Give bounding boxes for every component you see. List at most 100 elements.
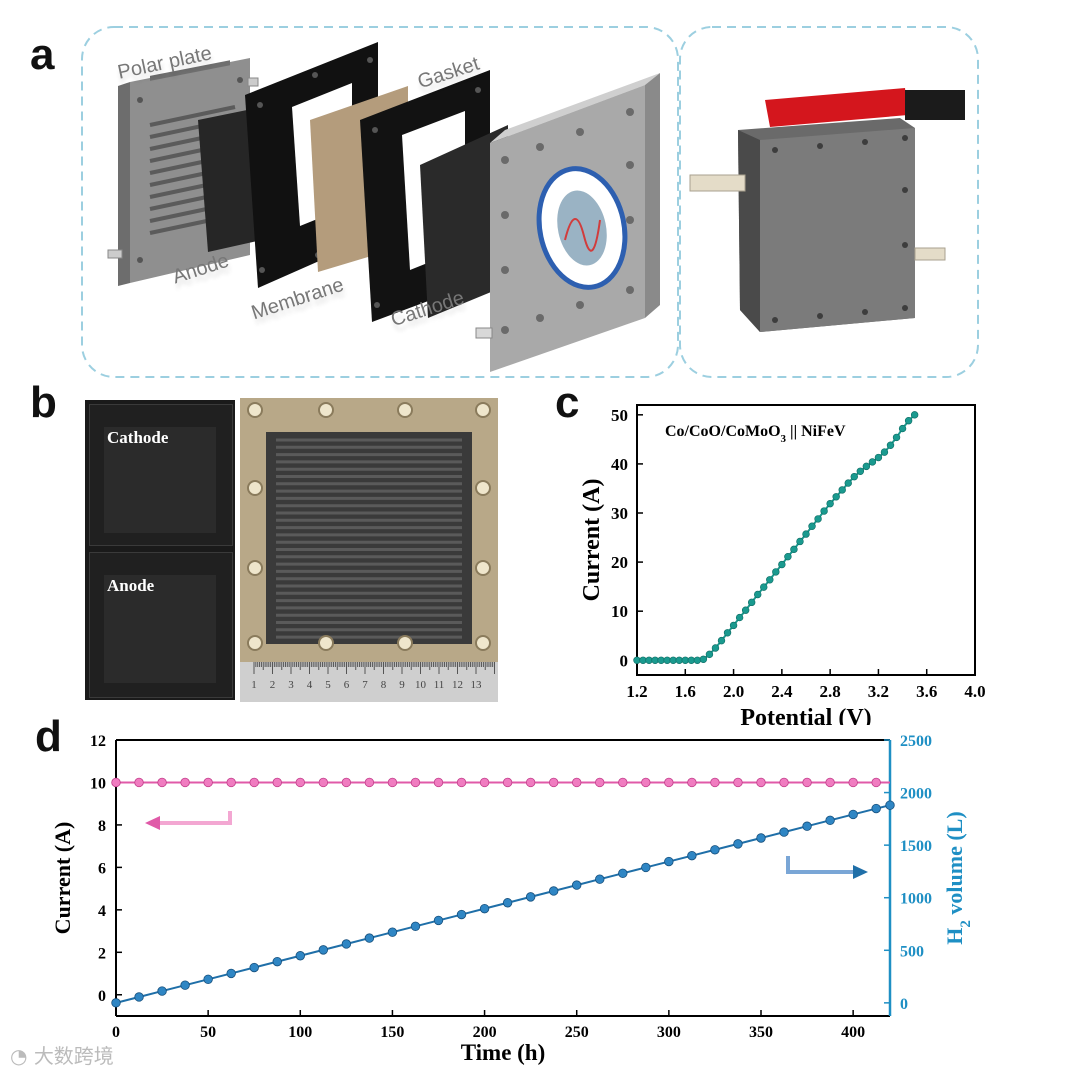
- x-tick-label: 350: [749, 1024, 773, 1041]
- anode-electrode: [89, 552, 233, 698]
- current-data-point: [710, 777, 720, 788]
- current-data-point: [111, 777, 121, 788]
- current-data-point: [433, 777, 444, 788]
- x-tick-label: 2.0: [723, 682, 744, 701]
- data-point: [754, 590, 762, 599]
- h2-data-point: [479, 903, 490, 914]
- data-point: [796, 537, 804, 546]
- data-point: [820, 507, 828, 515]
- ruler-ticks: [253, 662, 495, 674]
- current-data-point: [456, 777, 467, 788]
- h2-data-point: [318, 945, 329, 955]
- data-point: [862, 462, 871, 471]
- y-right-tick-label: 1000: [900, 891, 932, 908]
- x-axis-label: Potential (V): [740, 705, 871, 725]
- h2-data-point: [687, 850, 697, 861]
- data-point: [778, 560, 786, 569]
- arrow-to-right-axis: [786, 856, 868, 879]
- h2-data-point: [226, 968, 236, 979]
- arrow-to-left-axis-head: [145, 816, 160, 830]
- electrolyzer-photo: [689, 88, 965, 332]
- current-data-point: [157, 777, 167, 788]
- x-axis-label: Time (h): [461, 1040, 546, 1065]
- y-left-tick-label: 10: [90, 775, 106, 792]
- current-data-point: [226, 777, 236, 788]
- anode-sheet: [198, 107, 262, 252]
- ruler-number: 13: [471, 679, 483, 691]
- current-data-point: [733, 777, 743, 788]
- current-data-point: [595, 777, 605, 788]
- panel-letter-d: d: [35, 712, 62, 761]
- x-tick-label: 150: [380, 1024, 404, 1041]
- ruler-labels: 1 2 3 4 5 6 7 8 9 10 11 12 13: [251, 679, 482, 691]
- data-point: [838, 486, 846, 494]
- x-tick-label: 400: [841, 1024, 865, 1041]
- y-left-tick-label: 12: [90, 733, 106, 750]
- polar-plate-right: [475, 73, 660, 372]
- bolt-holes: [247, 402, 491, 651]
- data-point: [693, 656, 702, 664]
- h2-data-point: [410, 921, 421, 932]
- h2-data-point: [641, 862, 651, 873]
- arrow-to-left-axis-shaft: [155, 811, 232, 825]
- h2-data-point: [871, 803, 881, 814]
- photo-label-anode: Anode: [107, 576, 155, 595]
- current-data-point: [756, 777, 766, 788]
- watermark: ◔ 大数跨境: [10, 1040, 114, 1069]
- h2-data-point: [733, 839, 743, 849]
- current-data-point: [548, 777, 559, 788]
- data-point: [886, 441, 895, 449]
- ruler-number: 12: [452, 679, 463, 691]
- h2-data-point: [295, 951, 305, 961]
- y-left-axis-label: Current (A): [50, 822, 75, 935]
- ruler-number: 3: [288, 679, 294, 691]
- ruler-number: 11: [434, 679, 445, 691]
- h2-data-point: [825, 815, 835, 826]
- y-left-tick-label: 8: [98, 818, 106, 835]
- data-point: [844, 479, 852, 487]
- current-data-point: [249, 777, 259, 788]
- data-point: [741, 606, 750, 614]
- h2-data-point: [203, 974, 213, 985]
- y-tick-label: 20: [611, 553, 628, 572]
- panel-a-frame-right: [679, 26, 979, 378]
- h2-data-point: [548, 886, 559, 896]
- panel-b-electrodes-photo: [85, 400, 235, 700]
- x-tick-label: 0: [112, 1024, 120, 1041]
- data-point: [814, 515, 822, 523]
- h2-data-point: [756, 833, 766, 843]
- h2-data-point: [272, 956, 282, 967]
- chart-d: 0 50 100 150 200 250 300 350 400 0 2 4 6 8 10 12 0 500 100…: [50, 733, 974, 1065]
- current-data-point: [180, 777, 190, 788]
- x-tick-label: 1.6: [675, 682, 696, 701]
- data-point: [717, 636, 726, 645]
- current-data-point: [341, 777, 352, 788]
- current-data-point: [134, 777, 144, 788]
- x-tick-label: 4.0: [964, 682, 985, 701]
- current-data-point: [779, 777, 789, 788]
- h2-data-point: [502, 898, 513, 908]
- y-left-tick-label: 6: [98, 860, 106, 877]
- h2-data-point: [387, 927, 398, 937]
- current-data-point: [641, 777, 651, 788]
- x-tick-label: 2.4: [771, 682, 793, 701]
- current-data-point: [318, 777, 329, 788]
- data-point: [898, 424, 907, 433]
- current-data-point: [572, 777, 582, 788]
- x-tick-label: 3.2: [868, 682, 889, 701]
- data-point: [892, 433, 901, 442]
- current-data-point: [687, 777, 697, 788]
- ruler-number: 9: [399, 679, 405, 691]
- panel-letter-a: a: [30, 30, 55, 79]
- plot-frame: [636, 404, 976, 676]
- panel-a-frame-left: [81, 26, 679, 378]
- cathode-electrode-active-area: [104, 427, 216, 533]
- ruler-number: 7: [362, 679, 368, 691]
- data-point: [790, 545, 798, 554]
- h2-data-point: [180, 980, 190, 990]
- watermark-logo-icon: ◔: [10, 1044, 28, 1068]
- data-point: [880, 448, 889, 456]
- h2-data-point: [341, 939, 352, 949]
- h2-data-point: [779, 827, 789, 837]
- y-tick-label: 0: [620, 651, 629, 670]
